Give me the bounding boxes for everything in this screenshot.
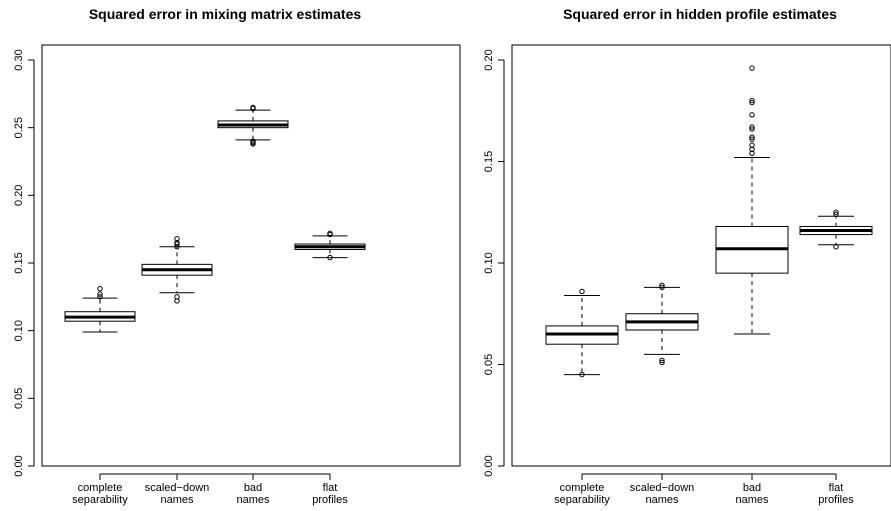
x-tick-label: bad: [743, 482, 761, 494]
plot-frame: [511, 44, 891, 467]
y-tick-label: 0.25: [13, 117, 25, 138]
x-tick-label: flat: [829, 482, 844, 494]
outlier-point: [749, 112, 755, 118]
outlier-point: [97, 291, 103, 297]
outlier-point: [97, 294, 103, 300]
y-tick-label: 0.20: [13, 185, 25, 206]
x-tick-label: profiles: [818, 494, 854, 506]
outlier-point: [250, 138, 256, 144]
outlier-point: [174, 235, 180, 242]
outlier-point: [749, 124, 755, 130]
y-tick-label: 0.10: [13, 320, 25, 341]
x-tick-label: complete: [560, 482, 605, 494]
box-group-3: [715, 65, 789, 335]
box-group-3: [217, 104, 289, 147]
outlier-point: [749, 134, 755, 140]
chart-panel-1: Squared error in mixing matrix estimates…: [13, 6, 461, 506]
outlier-point: [749, 97, 755, 104]
y-tick-label: 0.10: [483, 252, 495, 273]
x-tick-label: names: [735, 494, 769, 506]
y-tick-label: 0.05: [483, 354, 495, 375]
chart-title: Squared error in mixing matrix estimates: [89, 6, 362, 22]
outlier-point: [749, 126, 755, 132]
y-tick-label: 0.20: [483, 49, 495, 70]
box-group-4: [294, 230, 366, 261]
outlier-point: [833, 211, 839, 217]
x-tick-label: complete: [78, 482, 123, 494]
x-tick-label: separability: [72, 494, 128, 506]
box-group-4: [799, 209, 873, 250]
outlier-point: [833, 244, 839, 250]
chart-panel-2: Squared error in hidden profile estimate…: [483, 6, 891, 506]
x-tick-label: names: [160, 494, 194, 506]
outlier-point: [327, 230, 333, 236]
outlier-point: [327, 254, 333, 261]
outlier-point: [250, 104, 256, 111]
outlier-point: [97, 286, 103, 292]
outlier-point: [749, 99, 755, 106]
x-tick-label: names: [645, 494, 679, 506]
box-group-2: [625, 282, 699, 366]
y-tick-label: 0.05: [13, 388, 25, 409]
outlier-point: [659, 282, 665, 289]
x-tick-label: separability: [554, 494, 610, 506]
outlier-point: [749, 136, 755, 142]
outlier-point: [659, 284, 665, 291]
plot-frame: [41, 44, 461, 467]
outlier-point: [749, 142, 755, 148]
outlier-point: [579, 288, 585, 295]
outlier-point: [174, 294, 180, 300]
x-tick-label: names: [236, 494, 270, 506]
y-tick-label: 0.00: [483, 455, 495, 476]
x-tick-label: flat: [323, 482, 338, 494]
y-tick-label: 0.15: [13, 252, 25, 273]
x-tick-label: bad: [244, 482, 262, 494]
box-group-1: [545, 288, 619, 378]
x-tick-label: scaled−down: [630, 482, 695, 494]
x-tick-label: scaled−down: [145, 482, 210, 494]
x-tick-label: profiles: [312, 494, 348, 506]
outlier-point: [659, 357, 665, 364]
box-group-1: [64, 286, 136, 333]
outlier-point: [749, 65, 755, 71]
y-tick-label: 0.00: [13, 455, 25, 476]
box-group-2: [141, 235, 213, 304]
outlier-point: [659, 359, 665, 366]
outlier-point: [833, 209, 839, 215]
y-tick-label: 0.30: [13, 49, 25, 70]
y-tick-label: 0.15: [483, 151, 495, 172]
outlier-point: [579, 371, 585, 378]
chart-title: Squared error in hidden profile estimate…: [563, 6, 837, 22]
